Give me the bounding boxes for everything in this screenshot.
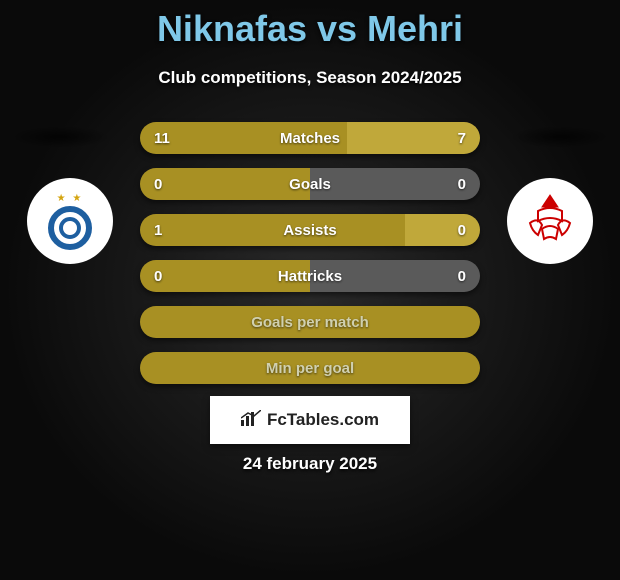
page-title: Niknafas vs Mehri <box>0 0 620 50</box>
stat-label: Goals <box>140 168 480 200</box>
stat-row: Goals per match <box>140 306 480 338</box>
shadow-right <box>510 126 610 148</box>
watermark: FcTables.com <box>210 396 410 444</box>
date-label: 24 february 2025 <box>0 454 620 474</box>
stat-row: 10Assists <box>140 214 480 246</box>
stat-row: 00Hattricks <box>140 260 480 292</box>
chart-icon <box>241 410 261 431</box>
stat-label: Goals per match <box>140 306 480 338</box>
stat-label: Matches <box>140 122 480 154</box>
subtitle: Club competitions, Season 2024/2025 <box>0 68 620 88</box>
watermark-label: FcTables.com <box>267 410 379 430</box>
team-badge-left: ★ ★ <box>27 178 113 264</box>
team-badge-right <box>507 178 593 264</box>
stat-row: 117Matches <box>140 122 480 154</box>
stat-label: Assists <box>140 214 480 246</box>
stat-row: 00Goals <box>140 168 480 200</box>
stat-label: Hattricks <box>140 260 480 292</box>
persepolis-crest-icon <box>518 187 582 256</box>
esteghlal-crest-icon: ★ ★ <box>40 191 100 251</box>
stat-label: Min per goal <box>140 352 480 384</box>
shadow-left <box>10 126 110 148</box>
stat-row: Min per goal <box>140 352 480 384</box>
stats-bars: 117Matches 00Goals 10Assists 00Hattricks Goa… <box>140 122 480 398</box>
